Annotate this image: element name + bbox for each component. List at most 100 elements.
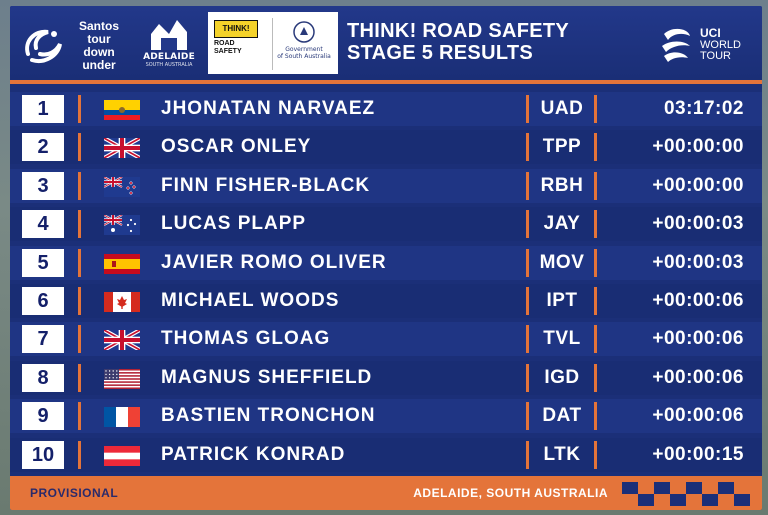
down-word: down: [83, 45, 115, 59]
rank-badge: 6: [22, 287, 64, 315]
team-code: DAT: [542, 405, 582, 427]
rider-name: BASTIEN TRONCHON: [161, 405, 376, 427]
row-divider: [526, 95, 529, 123]
header-divider: [10, 80, 762, 84]
rank-badge: 8: [22, 363, 64, 392]
uci-line3: TOUR: [700, 50, 731, 62]
row-divider: [526, 287, 529, 315]
rider-name: THOMAS GLOAG: [161, 328, 331, 350]
think-logo: THINK! ROAD SAFETY: [214, 20, 264, 66]
rank-badge: 1: [22, 95, 64, 123]
rider-name: LUCAS PLAPP: [161, 213, 307, 235]
uci-line1: UCI: [700, 26, 721, 40]
row-divider: [526, 363, 529, 392]
road-label: ROAD: [214, 40, 235, 47]
row-divider: [78, 325, 81, 354]
finish-time: +00:00:00: [652, 136, 744, 158]
rank-badge: 10: [22, 440, 64, 469]
australia-flag: [103, 214, 140, 236]
row-divider: [594, 133, 597, 162]
row-divider: [78, 440, 81, 469]
result-row: 7 THOMAS GLOAG TVL +00:00:06: [10, 322, 762, 357]
finish-time: 03:17:02: [663, 98, 744, 119]
row-divider: [78, 171, 81, 200]
status-label: PROVISIONAL: [30, 486, 119, 500]
row-divider: [78, 95, 81, 123]
row-divider: [594, 440, 597, 469]
rank-badge: 5: [22, 248, 64, 277]
tour-word: tour: [87, 32, 111, 46]
finish-time: +00:00:00: [652, 174, 744, 196]
row-divider: [78, 402, 81, 431]
result-row: 2 OSCAR ONLEY TPP +00:00:00: [10, 130, 762, 165]
rider-name: PATRICK KONRAD: [161, 443, 346, 465]
new-zealand-flag: [103, 175, 140, 197]
usa-flag: [104, 368, 140, 389]
adelaide-city-icon: [151, 20, 187, 50]
location-label: ADELAIDE, SOUTH AUSTRALIA: [413, 486, 608, 500]
austria-flag: [104, 445, 140, 466]
result-row: 1 JHONATAN NARVAEZ UAD 03:17:02: [10, 92, 762, 126]
rank-badge: 7: [22, 325, 64, 354]
government-sa-logo: Government of South Australia: [272, 18, 335, 70]
finish-time: +00:00:06: [652, 405, 744, 427]
santos-swirl-icon: [25, 29, 62, 63]
result-row: 10 PATRICK KONRAD LTK +00:00:15: [10, 437, 762, 472]
row-divider: [78, 363, 81, 392]
rider-name: OSCAR ONLEY: [161, 136, 312, 158]
france-flag: [104, 407, 140, 428]
finish-time: +00:00:15: [652, 443, 744, 465]
row-divider: [526, 248, 529, 277]
safety-label: SAFETY: [214, 48, 242, 55]
rider-name: MICHAEL WOODS: [161, 290, 340, 311]
footer-bar: PROVISIONAL ADELAIDE, SOUTH AUSTRALIA: [10, 476, 762, 510]
result-row: 8 MAGNUS SHEFFIELD IGD +00:00:06: [10, 360, 762, 395]
row-divider: [594, 248, 597, 277]
page-title: THINK! ROAD SAFETY STAGE 5 RESULTS: [347, 20, 569, 64]
row-divider: [526, 325, 529, 354]
team-code: IPT: [546, 290, 578, 311]
finish-time: +00:00:06: [652, 328, 744, 350]
rider-name: MAGNUS SHEFFIELD: [161, 366, 373, 388]
uci-swirl-icon: [662, 28, 690, 62]
team-code: RBH: [540, 174, 584, 196]
team-code: MOV: [539, 251, 585, 273]
row-divider: [526, 402, 529, 431]
row-divider: [78, 287, 81, 315]
think-label: THINK!: [214, 20, 258, 38]
team-code: TPP: [542, 136, 582, 158]
rider-name: JHONATAN NARVAEZ: [161, 98, 376, 119]
canada-flag: [104, 292, 140, 312]
rider-name: FINN FISHER-BLACK: [161, 174, 371, 196]
row-divider: [78, 248, 81, 277]
uk-flag: [103, 328, 141, 353]
gov-line1: Government: [285, 46, 323, 53]
team-code: LTK: [543, 443, 581, 465]
row-divider: [594, 287, 597, 315]
uci-world-tour-logo: UCI WORLD TOUR: [658, 24, 758, 64]
row-divider: [526, 210, 529, 239]
gov-line2: of South Australia: [277, 53, 331, 60]
santos-tour-down-under-logo: Santos tour down under: [20, 18, 130, 74]
result-row: 6 MICHAEL WOODS IPT +00:00:06: [10, 284, 762, 318]
adelaide-sub: SOUTH AUSTRALIA: [145, 62, 193, 68]
row-divider: [78, 210, 81, 239]
finish-time: +00:00:06: [652, 366, 744, 388]
checkered-pattern: [622, 482, 750, 506]
result-row: 3 FINN FISHER-BLACK RBH +00:00:00: [10, 168, 762, 203]
government-crest-icon: [293, 21, 315, 43]
rank-badge: 2: [22, 133, 64, 162]
finish-time: +00:00:06: [652, 290, 744, 311]
row-divider: [594, 402, 597, 431]
row-divider: [594, 95, 597, 123]
team-code: UAD: [540, 98, 584, 119]
title-line2: STAGE 5 RESULTS: [347, 42, 534, 64]
ecuador-flag: [104, 100, 140, 120]
row-divider: [594, 171, 597, 200]
team-code: TVL: [543, 328, 581, 350]
uk-flag: [103, 136, 141, 161]
row-divider: [526, 440, 529, 469]
rank-badge: 9: [22, 402, 64, 431]
santos-word: Santos: [78, 19, 119, 33]
row-divider: [526, 133, 529, 162]
